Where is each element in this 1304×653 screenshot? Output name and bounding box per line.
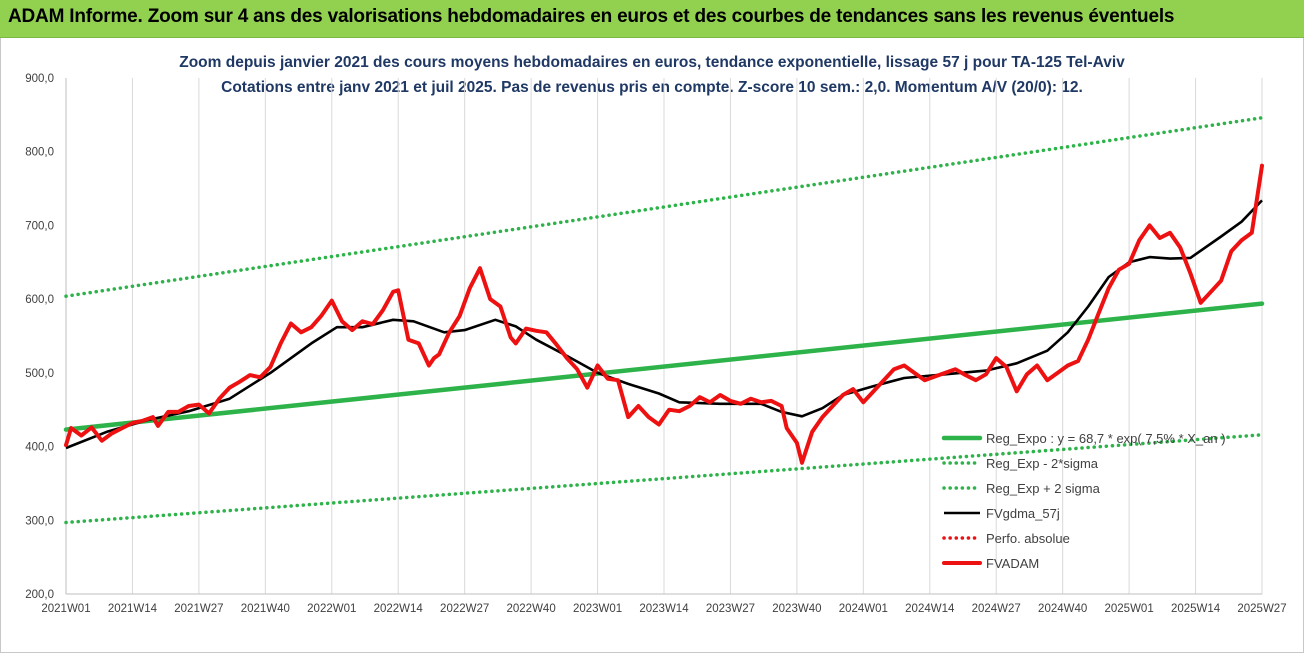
chart-title: Zoom depuis janvier 2021 des cours moyen… (179, 54, 1125, 71)
y-tick-label: 700,0 (25, 220, 54, 232)
x-tick-label: 2022W01 (307, 603, 356, 615)
x-tick-label: 2024W27 (972, 603, 1021, 615)
y-tick-label: 300,0 (25, 515, 54, 527)
legend-label-lower: Reg_Exp - 2*sigma (986, 456, 1099, 471)
legend-label-price: FVADAM (986, 556, 1039, 571)
series-line-smooth (65, 199, 1263, 450)
y-tick-label: 600,0 (25, 294, 54, 306)
x-tick-label: 2022W14 (374, 603, 424, 615)
x-tick-label: 2021W14 (108, 603, 158, 615)
grid-lines (65, 78, 1263, 594)
y-tick-label: 800,0 (25, 147, 54, 159)
x-tick-label: 2024W01 (839, 603, 888, 615)
x-tick-label: 2021W27 (174, 603, 223, 615)
legend-label-perf: Perfo. absolue (986, 531, 1070, 546)
x-tick-label: 2024W14 (905, 603, 955, 615)
chart-subtitle: Cotations entre janv 2021 et juil 2025. … (221, 79, 1083, 96)
series-line-price (64, 163, 1264, 465)
x-tick-label: 2025W01 (1104, 603, 1153, 615)
x-tick-label: 2025W14 (1171, 603, 1221, 615)
legend: Reg_Expo : y = 68,7 * exp( 7,5% * X_an )… (941, 431, 1226, 571)
y-tick-label: 900,0 (25, 73, 54, 85)
x-tick-label: 2023W01 (573, 603, 622, 615)
x-tick-label: 2021W01 (41, 603, 90, 615)
x-tick-label: 2023W27 (706, 603, 755, 615)
x-tick-label: 2021W40 (241, 603, 290, 615)
series-line-lower (64, 433, 1264, 525)
legend-label-upper: Reg_Exp + 2 sigma (986, 481, 1101, 496)
chart-title-block: Zoom depuis janvier 2021 des cours moyen… (0, 50, 1304, 100)
x-tick-label: 2023W14 (639, 603, 689, 615)
y-tick-label: 400,0 (25, 442, 54, 454)
axes: 2021W01 2021W14 2021W27 2021W40 2022W01 2022W… (25, 73, 1286, 615)
series-line-upper (64, 116, 1264, 298)
x-tick-label: 2022W27 (440, 603, 489, 615)
header-bar: ADAM Informe. Zoom sur 4 ans des valoris… (0, 0, 1304, 38)
x-tick-label: 2022W40 (506, 603, 555, 615)
series-line-trend (63, 301, 1265, 432)
legend-label-trend: Reg_Expo : y = 68,7 * exp( 7,5% * X_an ) (986, 431, 1226, 446)
legend-label-smooth: FVgdma_57j (986, 506, 1060, 521)
series-lines (63, 116, 1265, 525)
y-tick-label: 500,0 (25, 368, 54, 380)
x-tick-label: 2025W27 (1237, 603, 1286, 615)
y-tick-label: 200,0 (25, 589, 54, 601)
x-tick-label: 2024W40 (1038, 603, 1087, 615)
page-title: ADAM Informe. Zoom sur 4 ans des valoris… (8, 6, 1175, 27)
x-tick-label: 2023W40 (772, 603, 821, 615)
